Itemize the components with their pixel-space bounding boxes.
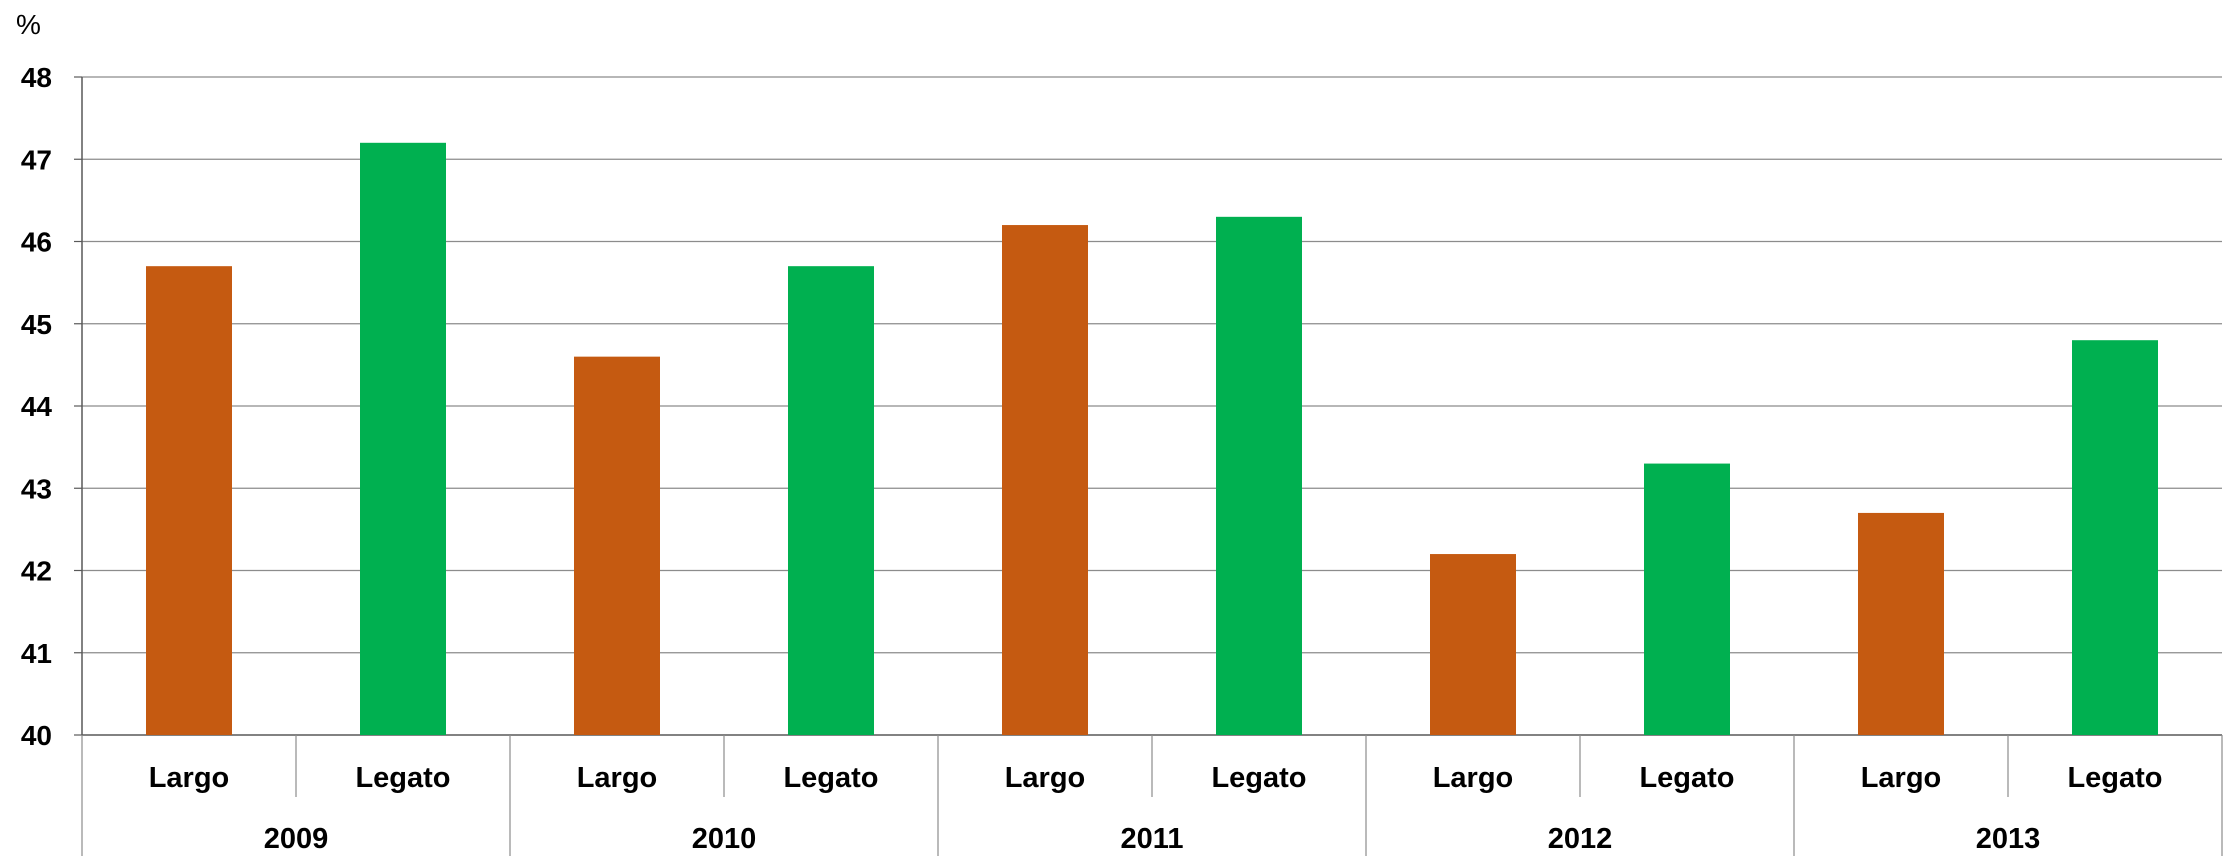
bar-2012-legato [1644, 463, 1730, 735]
y-axis-label: % [16, 9, 41, 40]
y-axis-ticks: 40 41 42 43 44 45 46 47 48 [21, 62, 53, 751]
group-label: 2009 [264, 823, 329, 855]
category-label: Legato [355, 762, 450, 794]
bar-2011-legato [1216, 216, 1302, 735]
group-label: 2010 [692, 823, 757, 855]
y-tick-label: 43 [21, 473, 52, 504]
bar-2009-legato [360, 142, 446, 736]
category-label: Legato [2067, 762, 2162, 794]
category-label: Legato [783, 762, 878, 794]
group-label: 2012 [1548, 823, 1613, 855]
bar-2011-largo [1002, 225, 1088, 736]
bar-2012-largo [1430, 554, 1516, 735]
y-tick-label: 45 [21, 309, 52, 340]
category-label: Legato [1639, 762, 1734, 794]
y-tick-label: 42 [21, 556, 52, 587]
category-label: Largo [149, 762, 230, 794]
category-label: Largo [1861, 762, 1942, 794]
bar-2010-legato [788, 266, 874, 735]
bar-2010-largo [574, 356, 660, 735]
y-tick-label: 47 [21, 144, 52, 175]
y-tick-label: 41 [21, 638, 52, 669]
bar-2009-largo [146, 266, 232, 735]
bar-2013-legato [2072, 340, 2158, 735]
y-tick-label: 46 [21, 227, 52, 258]
bar-2013-largo [1858, 512, 1944, 735]
group-label: 2013 [1976, 823, 2041, 855]
category-label: Legato [1211, 762, 1306, 794]
y-tick-label: 44 [21, 391, 53, 422]
category-label: Largo [577, 762, 658, 794]
group-label: 2011 [1121, 823, 1184, 855]
y-tick-label: 40 [21, 720, 52, 751]
category-label: Largo [1433, 762, 1514, 794]
x-axis: Largo Legato Largo Legato Largo Legato Largo Le… [81, 735, 2223, 856]
bars [146, 142, 2158, 736]
y-tick-label: 48 [21, 62, 52, 93]
category-label: Largo [1005, 762, 1086, 794]
